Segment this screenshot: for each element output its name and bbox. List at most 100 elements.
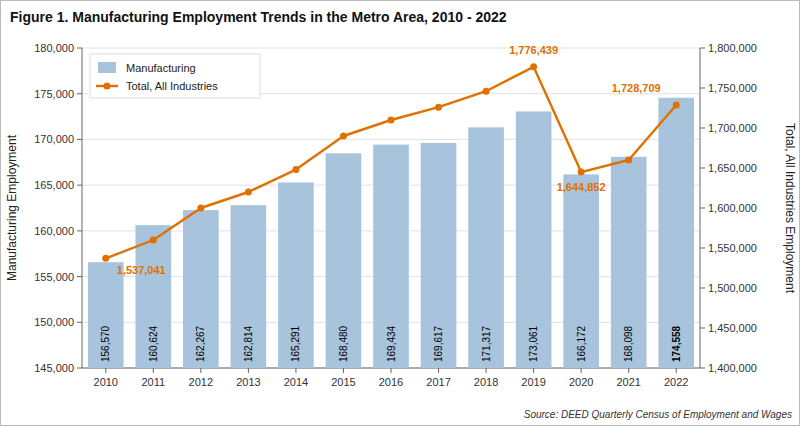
y2-tick — [700, 48, 705, 49]
y2-tick — [700, 88, 705, 89]
x-tick — [200, 368, 201, 373]
line-marker — [578, 169, 585, 176]
line-marker — [388, 117, 395, 124]
y2-tick — [700, 128, 705, 129]
y2-tick-label: 1,700,000 — [708, 122, 757, 134]
data-label: 160,624 — [148, 325, 159, 362]
line-marker — [150, 237, 157, 244]
y2-axis-title: Total, All Industries Employment — [783, 123, 797, 294]
bar — [421, 143, 457, 368]
data-label: 165,291 — [290, 325, 301, 362]
annotation: 1,537,041 — [117, 264, 166, 276]
x-tick — [343, 368, 344, 373]
data-label: 156,570 — [100, 325, 111, 362]
y-tick-label: 165,000 — [34, 179, 74, 191]
x-tick-label: 2016 — [379, 376, 403, 388]
data-label: 168,098 — [623, 325, 634, 362]
y2-tick-label: 1,450,000 — [708, 322, 757, 334]
data-label: 162,267 — [195, 325, 206, 362]
x-tick — [438, 368, 439, 373]
data-label: 174,558 — [671, 325, 682, 362]
line-marker — [530, 63, 537, 70]
x-tick-label: 2018 — [474, 376, 498, 388]
y2-tick-label: 1,400,000 — [708, 362, 757, 374]
bar — [231, 205, 267, 368]
legend-label: Manufacturing — [126, 62, 196, 74]
x-tick — [628, 368, 629, 373]
title: Figure 1. Manufacturing Employment Trend… — [10, 9, 507, 25]
y-tick-label: 155,000 — [34, 271, 74, 283]
y2-tick-label: 1,500,000 — [708, 282, 757, 294]
chart: 145,000150,000155,000160,000165,000170,0… — [0, 0, 800, 426]
data-label: 166,172 — [576, 325, 587, 362]
x-tick — [153, 368, 154, 373]
y-tick-label: 170,000 — [34, 133, 74, 145]
legend-label: Total, All Industries — [126, 80, 218, 92]
y2-tick — [700, 288, 705, 289]
bar — [516, 111, 552, 368]
line-marker — [340, 133, 347, 140]
y-tick — [77, 322, 82, 323]
bar — [88, 262, 124, 368]
y2-tick-label: 1,750,000 — [708, 82, 757, 94]
line-marker — [673, 102, 680, 109]
x-tick-label: 2015 — [331, 376, 355, 388]
data-label: 162,814 — [243, 325, 254, 362]
x-tick-label: 2019 — [521, 376, 545, 388]
legend-box — [90, 54, 260, 98]
bar — [468, 127, 504, 368]
y2-axis-line — [700, 48, 701, 368]
y-tick-label: 175,000 — [34, 88, 74, 100]
x-tick — [676, 368, 677, 373]
y2-tick — [700, 368, 705, 369]
annotation: 1,644,852 — [557, 181, 606, 193]
x-tick — [486, 368, 487, 373]
x-tick-label: 2021 — [616, 376, 640, 388]
y2-tick-label: 1,800,000 — [708, 42, 757, 54]
x-tick — [295, 368, 296, 373]
data-labels: 156,570 160,624 162,267 162,814 165,291 168,4… — [100, 325, 681, 362]
y-tick — [77, 185, 82, 186]
bar — [563, 174, 599, 368]
bar — [326, 153, 362, 368]
bars — [88, 98, 694, 368]
data-label: 169,617 — [433, 325, 444, 362]
y2-tick — [700, 208, 705, 209]
y2-tick — [700, 248, 705, 249]
line-marker — [245, 189, 252, 196]
y-tick — [77, 230, 82, 231]
data-label: 168,480 — [338, 325, 349, 362]
x-tick-label: 2010 — [94, 376, 118, 388]
x-tick — [581, 368, 582, 373]
source: Source: DEED Quarterly Census of Employm… — [524, 409, 792, 420]
data-label: 171,317 — [481, 325, 492, 362]
legend-marker — [104, 83, 111, 90]
y-tick — [77, 93, 82, 94]
bar — [658, 98, 694, 368]
y-tick — [77, 48, 82, 49]
x-tick — [105, 368, 106, 373]
x-tick — [391, 368, 392, 373]
data-label: 169,434 — [386, 325, 397, 362]
line-marker — [102, 255, 109, 262]
y-axis-title: Manufacturing Employment — [5, 134, 19, 281]
x-tick-label: 2014 — [284, 376, 308, 388]
legend-swatch — [98, 62, 116, 73]
grid-line — [82, 48, 700, 49]
bar — [611, 157, 647, 368]
annotation: 1,728,709 — [612, 82, 661, 94]
bar — [183, 210, 219, 368]
y-tick-label: 150,000 — [34, 316, 74, 328]
y2-tick — [700, 168, 705, 169]
y-tick — [77, 276, 82, 277]
y-tick — [77, 139, 82, 140]
y-tick-label: 145,000 — [34, 362, 74, 374]
bar — [373, 145, 409, 368]
line-marker — [483, 88, 490, 95]
x-tick-label: 2011 — [141, 376, 165, 388]
line-marker — [292, 166, 299, 173]
legend: Manufacturing Total, All Industries — [90, 54, 260, 98]
annotation: 1,776,439 — [509, 44, 558, 56]
x-tick-label: 2022 — [664, 376, 688, 388]
y2-tick — [700, 328, 705, 329]
